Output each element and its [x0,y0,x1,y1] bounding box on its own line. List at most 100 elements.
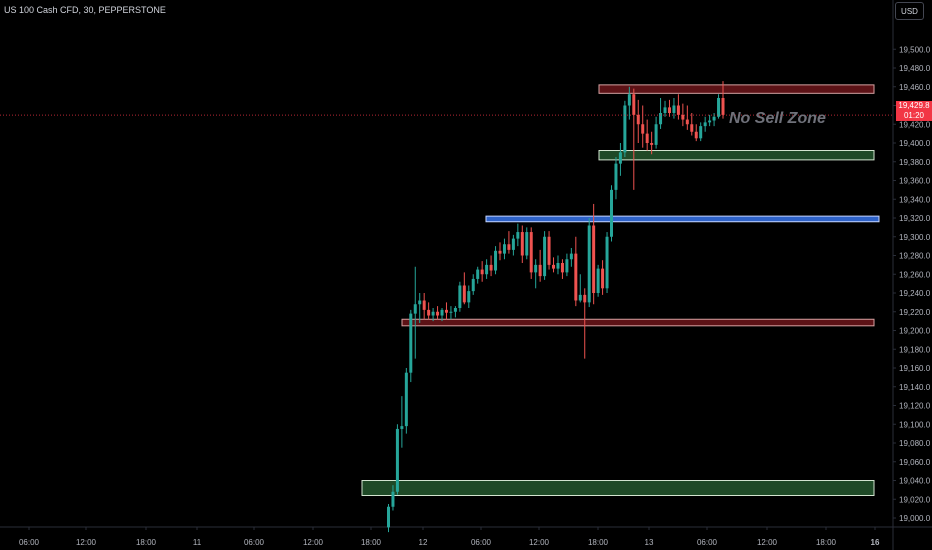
y-tick-label: 19,400.0 [899,139,931,148]
currency-button[interactable]: USD [895,2,924,20]
candle-body [596,268,600,293]
candle-body [391,491,395,507]
x-tick-label: 12:00 [757,538,778,547]
candle-body [623,105,627,153]
candle-body [650,143,654,145]
candle-body [529,232,533,273]
y-tick-label: 19,240.0 [899,289,931,298]
x-tick-label: 12:00 [76,538,97,547]
y-tick-label: 19,260.0 [899,270,931,279]
candle-body [556,263,560,269]
candle-body [418,300,422,305]
candle-body [427,309,431,316]
last-price-value: 19,429.8 [898,101,930,110]
x-tick-label: 12 [419,538,428,547]
y-tick-label: 19,040.0 [899,477,931,486]
y-tick-label: 19,420.0 [899,120,931,129]
candle-body [516,232,520,239]
candle-body [480,269,484,275]
zone-red [401,318,875,327]
candle-body [632,94,636,115]
candle-body [721,98,725,115]
bar-countdown: 01:20 [903,111,925,120]
no-sell-zone-label: No Sell Zone [729,110,826,127]
y-tick-label: 19,020.0 [899,495,931,504]
y-tick-label: 19,360.0 [899,177,931,186]
x-tick-label: 06:00 [697,538,718,547]
candle-body [703,122,707,127]
candle-body [471,278,475,292]
candle-body [552,264,556,269]
candle-body [395,428,399,492]
y-tick-label: 19,380.0 [899,158,931,167]
candle-body [436,311,440,316]
y-tick-label: 19,120.0 [899,402,931,411]
y-tick-label: 19,080.0 [899,439,931,448]
candle-body [659,113,663,125]
y-tick-label: 19,140.0 [899,383,931,392]
y-tick-label: 19,060.0 [899,458,931,467]
candle-body [387,506,390,528]
y-tick-label: 19,160.0 [899,364,931,373]
candle-body [672,105,676,113]
candle-body [409,313,413,373]
x-tick-label: 13 [645,538,654,547]
candle-body [618,152,622,164]
y-tick-label: 19,220.0 [899,308,931,317]
candle-body [458,285,462,308]
y-tick-label: 19,320.0 [899,214,931,223]
zone-blue [485,215,880,223]
candle-body [494,250,498,271]
x-tick-label: 18:00 [136,538,157,547]
candle-body [525,232,529,256]
y-tick-label: 19,100.0 [899,420,931,429]
candle-body [462,285,466,303]
y-tick-label: 19,200.0 [899,327,931,336]
y-tick-label: 19,000.0 [899,514,931,523]
candle-body [645,133,649,143]
zone-green [361,480,875,496]
candle-body [610,189,613,237]
candle-body [440,309,444,316]
candle-body [485,264,489,275]
candle-body [453,308,457,312]
candle-body [560,263,564,273]
candle-body [449,311,453,313]
candle-body [614,163,618,190]
y-tick-label: 19,280.0 [899,252,931,261]
candle-body [690,124,694,132]
zone-green [598,150,875,161]
candle-body [476,269,480,279]
candle-body [574,253,578,301]
candle-body [583,294,587,303]
candle-body [717,98,721,117]
candle-body [578,294,582,301]
candle-body [654,124,658,145]
x-tick-label: 06:00 [244,538,265,547]
candle-body [708,120,712,123]
candle-body [538,264,542,277]
candle-body [534,264,538,273]
symbol-title[interactable]: US 100 Cash CFD, 30, PEPPERSTONE [4,5,166,15]
candle-body [467,291,471,303]
candle-body [413,304,417,314]
candle-body [605,236,609,289]
candle-body [587,225,591,303]
candle-body [569,253,573,260]
x-tick-label: 16 [871,538,880,547]
candle-body [663,107,667,113]
candle-body [636,114,640,125]
candle-body [685,119,689,125]
x-tick-label: 18:00 [361,538,382,547]
candle-body [592,225,596,293]
x-tick-label: 12:00 [303,538,324,547]
candle-body [681,114,685,120]
candle-body [547,236,551,265]
candle-body [444,309,448,313]
candle-body [489,264,493,271]
x-tick-label: 06:00 [471,538,492,547]
last-price-tag: 19,429.8 01:20 [896,101,932,121]
candle-body [498,250,502,254]
x-tick-label: 11 [193,538,202,547]
